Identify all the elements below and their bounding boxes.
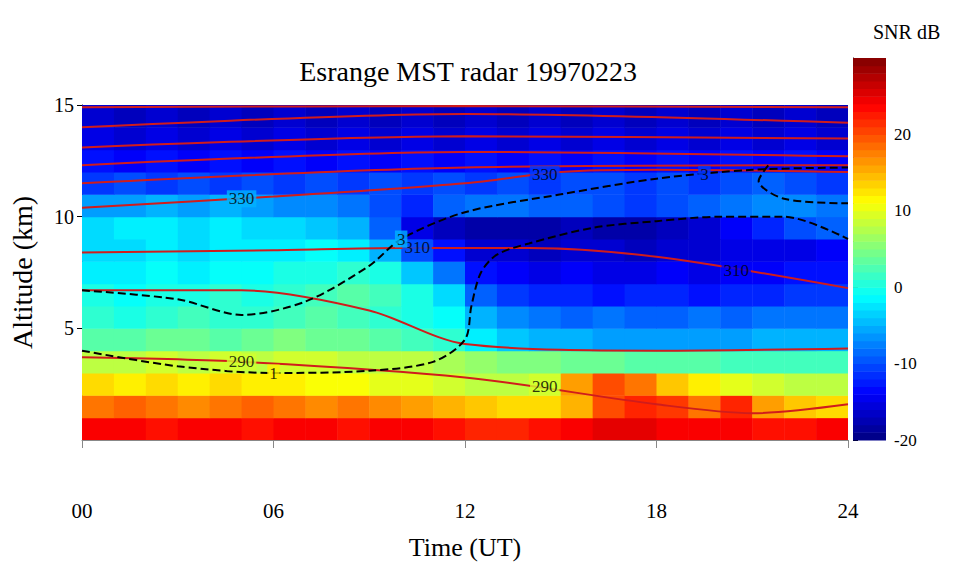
svg-text:5: 5 — [64, 317, 74, 339]
svg-text:310: 310 — [724, 261, 750, 280]
svg-text:330: 330 — [229, 189, 255, 208]
svg-text:06: 06 — [263, 499, 284, 523]
svg-text:-10: -10 — [894, 354, 917, 373]
svg-text:290: 290 — [532, 377, 558, 396]
svg-text:20: 20 — [894, 125, 911, 144]
svg-text:Time (UT): Time (UT) — [409, 533, 521, 562]
svg-text:10: 10 — [54, 206, 74, 228]
svg-text:18: 18 — [646, 499, 667, 523]
svg-text:Esrange MST radar 19970223: Esrange MST radar 19970223 — [299, 56, 637, 87]
svg-text:SNR dB: SNR dB — [873, 21, 940, 43]
svg-text:15: 15 — [54, 94, 74, 116]
svg-text:290: 290 — [229, 352, 255, 371]
svg-text:10: 10 — [894, 201, 911, 220]
svg-text:0: 0 — [894, 278, 903, 297]
svg-text:24: 24 — [838, 499, 860, 523]
svg-text:12: 12 — [455, 499, 476, 523]
svg-text:310: 310 — [404, 238, 430, 257]
svg-text:Altitude (km): Altitude (km) — [7, 196, 38, 349]
svg-text:-20: -20 — [894, 431, 917, 450]
svg-text:00: 00 — [72, 499, 93, 523]
svg-text:330: 330 — [532, 165, 558, 184]
svg-text:3: 3 — [700, 165, 709, 184]
svg-text:1: 1 — [269, 364, 278, 383]
svg-text:3: 3 — [397, 230, 406, 249]
